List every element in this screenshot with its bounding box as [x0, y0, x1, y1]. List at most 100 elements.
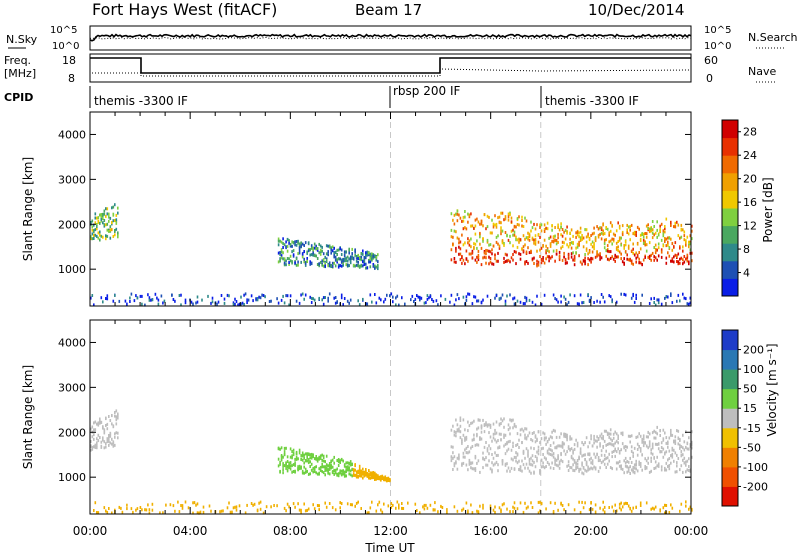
echo-cell	[623, 262, 625, 266]
echo-cell	[620, 466, 622, 470]
echo-cell	[608, 459, 610, 463]
echo-cell	[561, 258, 564, 262]
echo-cell	[371, 256, 373, 260]
echo-cell	[570, 241, 573, 245]
echo-cell	[240, 295, 242, 299]
echo-cell	[282, 237, 284, 241]
y-tick-label: 1000	[58, 263, 86, 276]
echo-cell	[479, 504, 481, 508]
echo-cell	[581, 262, 583, 266]
echo-cell	[680, 464, 683, 468]
echo-cell	[349, 473, 352, 477]
echo-cell	[626, 460, 628, 463]
echo-cell	[689, 242, 692, 246]
echo-cell	[339, 264, 341, 268]
echo-cell	[111, 442, 113, 446]
echo-cell	[664, 237, 666, 240]
echo-cell	[645, 435, 648, 439]
echo-cell	[587, 293, 589, 297]
echo-cell	[519, 465, 522, 469]
echo-cell	[512, 228, 514, 232]
echo-cell	[657, 464, 660, 468]
echo-cell	[473, 247, 475, 251]
echo-cell	[504, 452, 507, 456]
echo-cell	[310, 468, 313, 472]
echo-cell	[210, 509, 212, 513]
echo-cell	[516, 299, 519, 303]
echo-cell	[106, 297, 109, 301]
echo-cell	[333, 246, 335, 250]
echo-cell	[99, 421, 101, 425]
echo-cell	[600, 231, 603, 235]
echo-cell	[679, 246, 681, 250]
echo-cell	[591, 467, 594, 471]
echo-cell	[133, 299, 136, 303]
echo-cell	[578, 243, 580, 247]
echo-cell	[507, 212, 510, 216]
echo-cell	[222, 509, 224, 513]
echo-cell	[479, 437, 481, 441]
echo-cell	[674, 225, 677, 229]
echo-cell	[470, 421, 472, 425]
echo-cell	[465, 435, 468, 439]
echo-cell	[674, 435, 677, 439]
echo-cell	[512, 510, 514, 514]
echo-cell	[171, 293, 173, 297]
echo-cell	[664, 431, 666, 435]
echo-cell	[676, 461, 678, 465]
echo-cell	[670, 428, 672, 432]
echo-cell	[591, 444, 594, 448]
echo-cell	[461, 261, 463, 265]
echo-cell	[340, 502, 343, 505]
echo-cell	[482, 237, 484, 241]
echo-cell	[277, 301, 280, 305]
echo-cell	[446, 508, 448, 512]
echo-cell	[310, 462, 313, 466]
echo-cell	[660, 446, 663, 449]
echo-cell	[600, 228, 603, 231]
echo-cell	[524, 433, 526, 437]
echo-cell	[647, 227, 649, 230]
colorbar-swatch	[722, 137, 738, 156]
echo-cell	[545, 465, 547, 468]
echo-cell	[464, 226, 466, 230]
echo-cell	[298, 242, 301, 246]
echo-cell	[548, 452, 550, 456]
echo-cell	[465, 295, 468, 299]
echo-cell	[392, 503, 394, 507]
echo-cell	[674, 451, 677, 455]
echo-cell	[504, 299, 507, 303]
echo-cell	[288, 303, 290, 307]
echo-cell	[513, 501, 516, 505]
echo-cell	[345, 263, 347, 267]
echo-cell	[557, 223, 559, 227]
echo-cell	[369, 255, 372, 259]
echo-cell	[298, 467, 301, 471]
echo-cell	[459, 252, 462, 256]
echo-cell	[629, 238, 631, 242]
echo-cell	[636, 253, 639, 257]
echo-cell	[390, 292, 393, 296]
echo-cell	[549, 501, 552, 505]
colorbar-tick-label: 28	[743, 126, 757, 139]
echo-cell	[300, 454, 302, 458]
echo-cell	[115, 221, 118, 225]
echo-cell	[668, 254, 671, 258]
echo-cell	[651, 442, 654, 446]
echo-cell	[615, 467, 618, 471]
echo-cell	[325, 244, 328, 248]
echo-cell	[476, 255, 478, 259]
echo-cell	[617, 437, 619, 440]
echo-cell	[492, 262, 495, 266]
echo-cell	[384, 297, 387, 301]
colorbar-tick-label: -200	[743, 480, 768, 493]
noise-tick-top-right: 10^5	[704, 25, 731, 36]
echo-cell	[495, 225, 498, 229]
echo-cell	[682, 458, 684, 462]
echo-cell	[584, 259, 586, 263]
echo-cell	[126, 507, 128, 511]
echo-cell	[479, 231, 481, 235]
echo-cell	[560, 233, 562, 237]
echo-cell	[664, 511, 666, 515]
